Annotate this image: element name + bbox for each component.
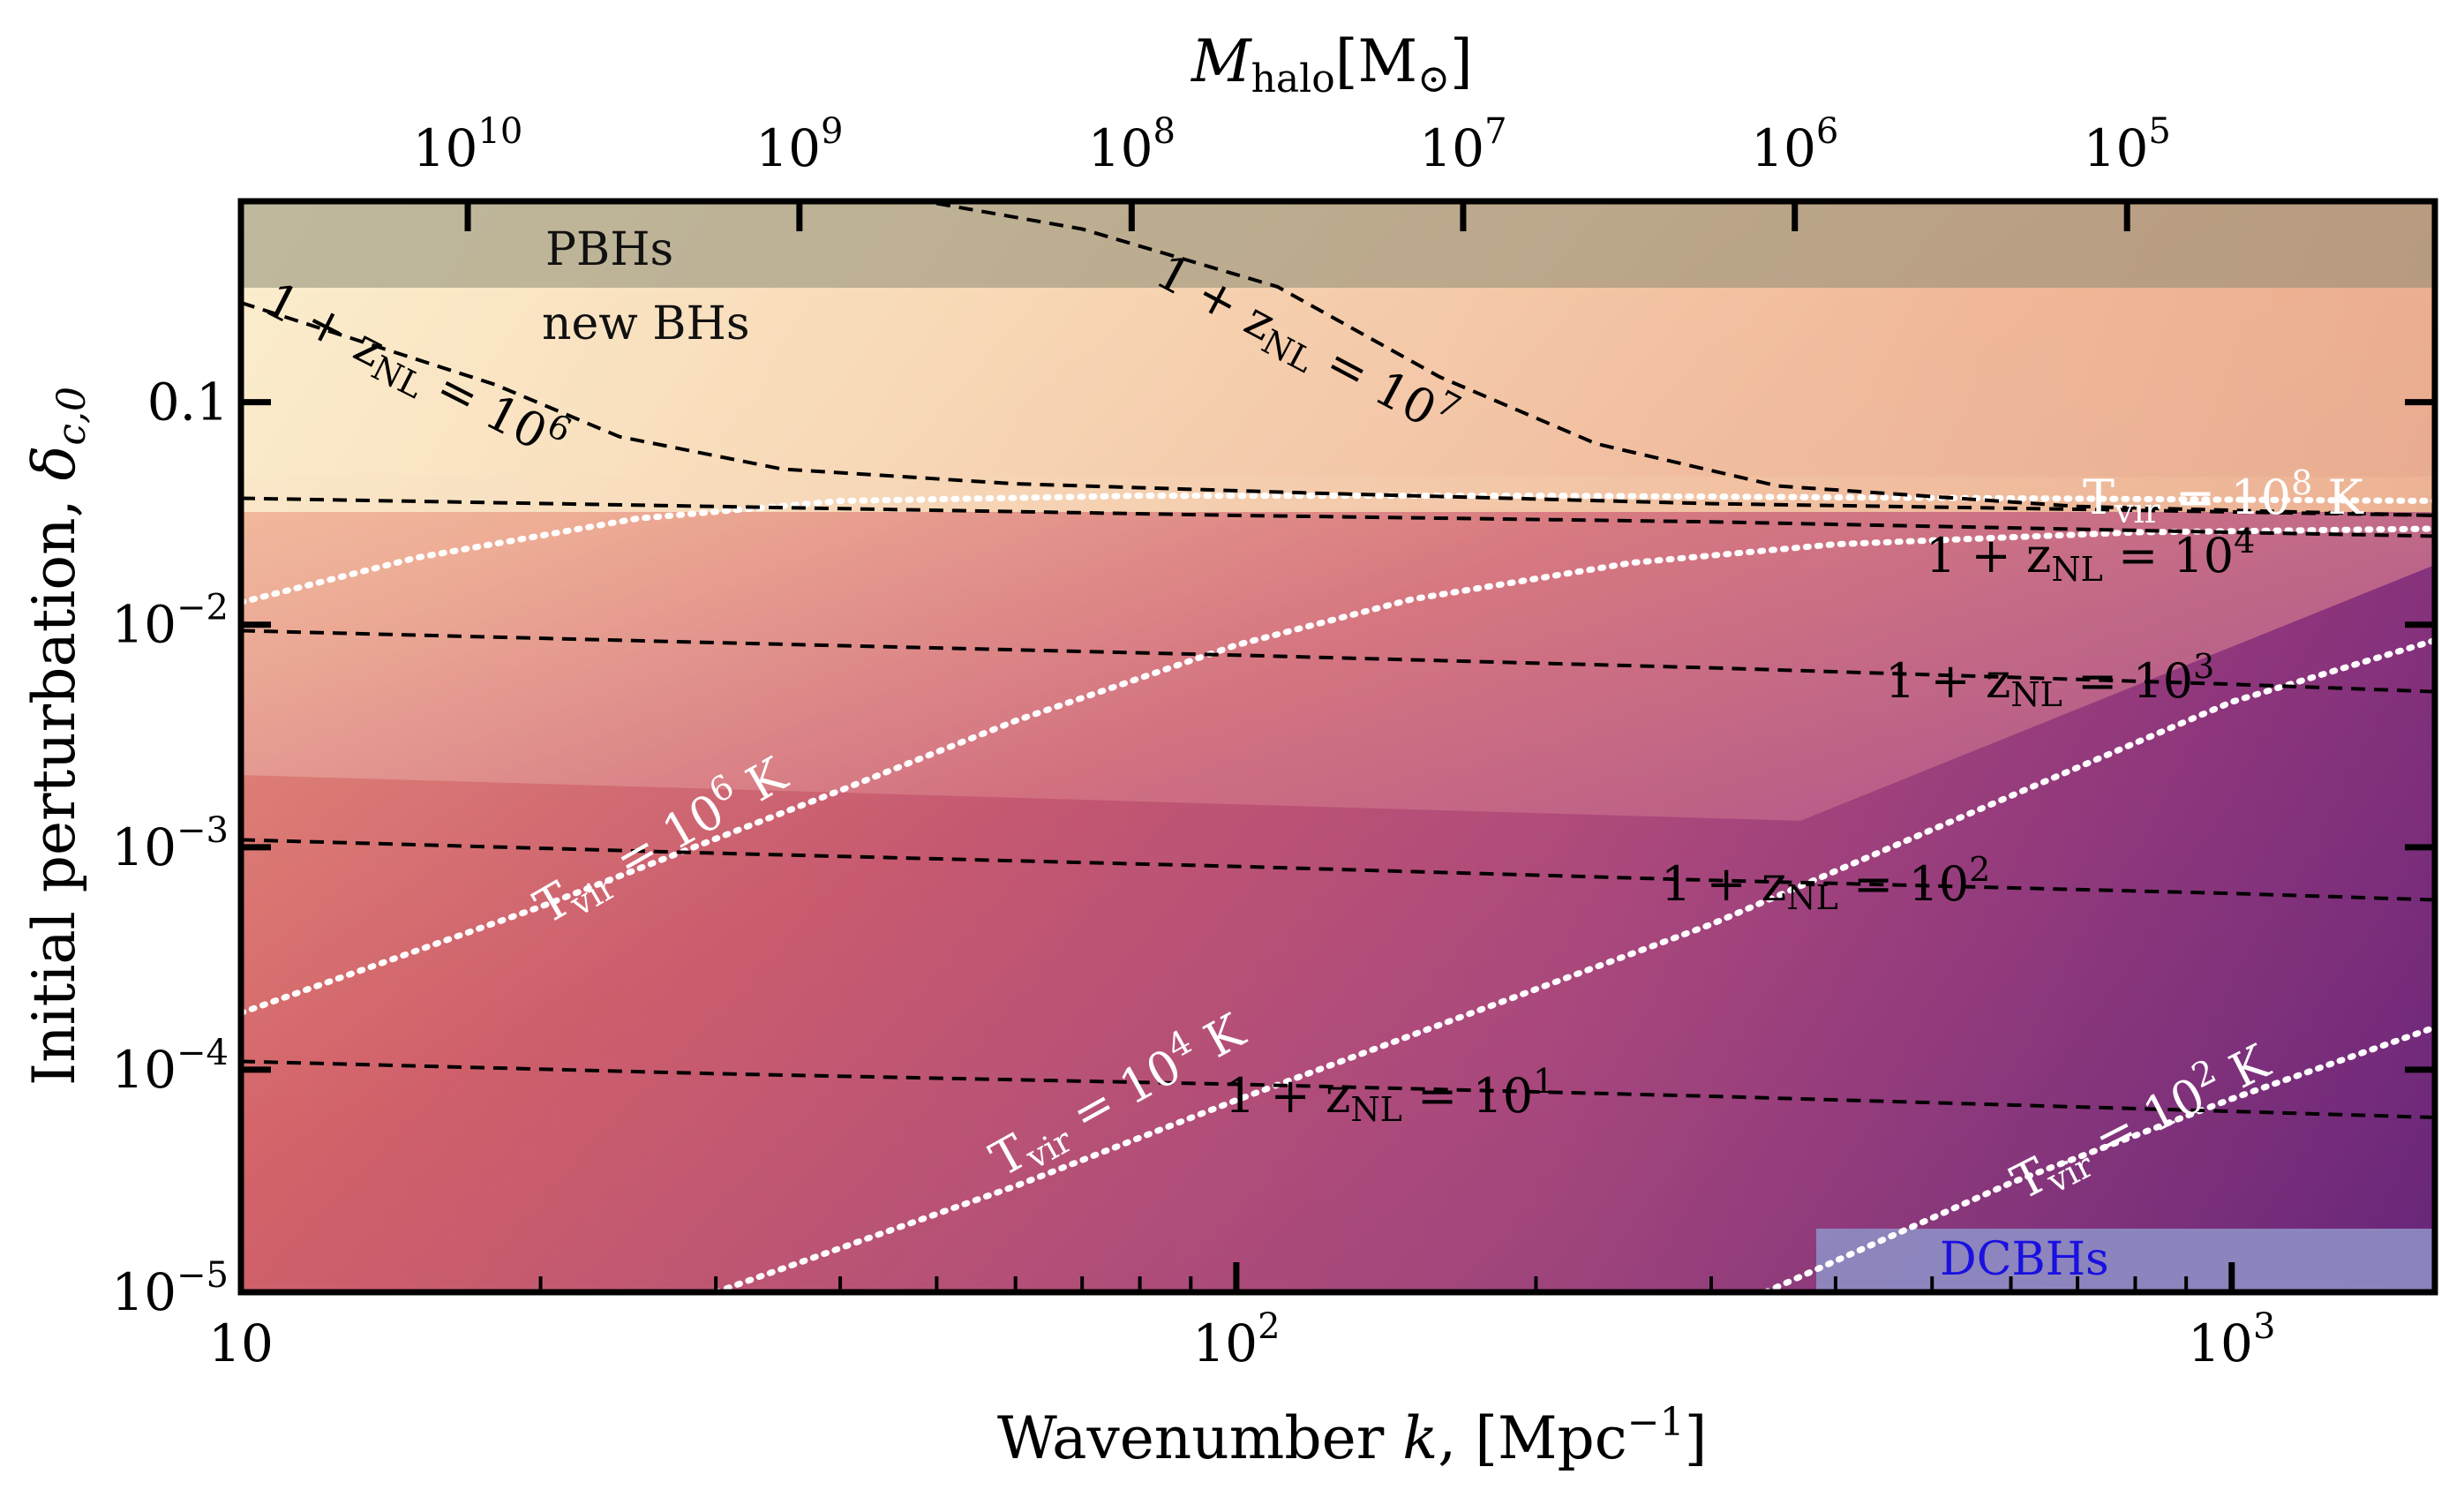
znl-contour-3 [241,628,2435,694]
znl-label-1: 1 + zNL = 101 [1225,1062,1554,1129]
znl-contour-1 [241,1059,2435,1119]
y-tick-label: 10−2 [111,588,229,655]
x-tick-label: 10 [208,1313,274,1373]
y-ticks: 10−5 10−4 10−3 10−2 0.1 [111,372,2435,1322]
znl-label-3: 1 + zNL = 103 [1885,647,2214,714]
top-tick-label: 108 [1088,111,1176,178]
dcbhs-region [1816,1229,2435,1292]
znl-contours [241,201,2435,1119]
tvir-contour-4 [712,637,2435,1292]
znl-label-4: 1 + zNL = 104 [1926,522,2255,589]
y-tick-label: 10−3 [111,810,229,877]
x-ticks: 10 102 103 [208,1262,2275,1373]
pbhs-label: PBHs [545,223,673,276]
znl-contour-6 [241,300,2435,517]
top-tick-label: 109 [755,111,843,178]
znl-contour-7 [913,201,2435,517]
plot-frame [237,198,2438,1296]
tvir-contours [241,493,2435,1292]
x-tick-label: 103 [2188,1306,2275,1373]
top-tick-label: 1010 [413,111,523,178]
top-tick-label: 107 [1419,111,1506,178]
znl-contour-labels: 1 + zNL = 101 1 + zNL = 102 1 + zNL = 10… [256,244,2255,1129]
shaded-region-mid [241,477,2435,821]
znl-contour-4 [241,496,2435,538]
znl-label-2: 1 + zNL = 102 [1661,850,1990,917]
new-bhs-label: new BHs [542,297,750,350]
plot-background [241,201,2435,1292]
y-tick-label: 10−4 [111,1033,229,1100]
shaded-region-low [241,565,2435,1292]
top-tick-label: 105 [2084,111,2171,178]
x-axis-title: Wavenumber k, [Mpc−1] [997,1400,1707,1472]
y-tick-label: 10−5 [111,1255,229,1322]
y-axis-title: Initial perturbation, δc,0 [20,387,94,1086]
znl-contour-2 [241,838,2435,902]
y-tick-label: 0.1 [147,372,229,433]
dcbhs-label: DCBHs [1940,1233,2109,1286]
top-axis-title: Mhalo[M⊙] [1191,27,1473,102]
x-tick-label: 102 [1192,1306,1280,1373]
top-ticks: 1010 109 108 107 106 105 [413,111,2171,231]
tvir-contour-6 [241,525,2435,1017]
pbhs-region [241,201,2435,288]
tvir-contour-2 [1762,1024,2435,1292]
tvir-label-8: Tvir = 108 K [2083,463,2364,530]
tvir-contour-8 [241,493,2435,606]
top-tick-label: 106 [1751,111,1838,178]
